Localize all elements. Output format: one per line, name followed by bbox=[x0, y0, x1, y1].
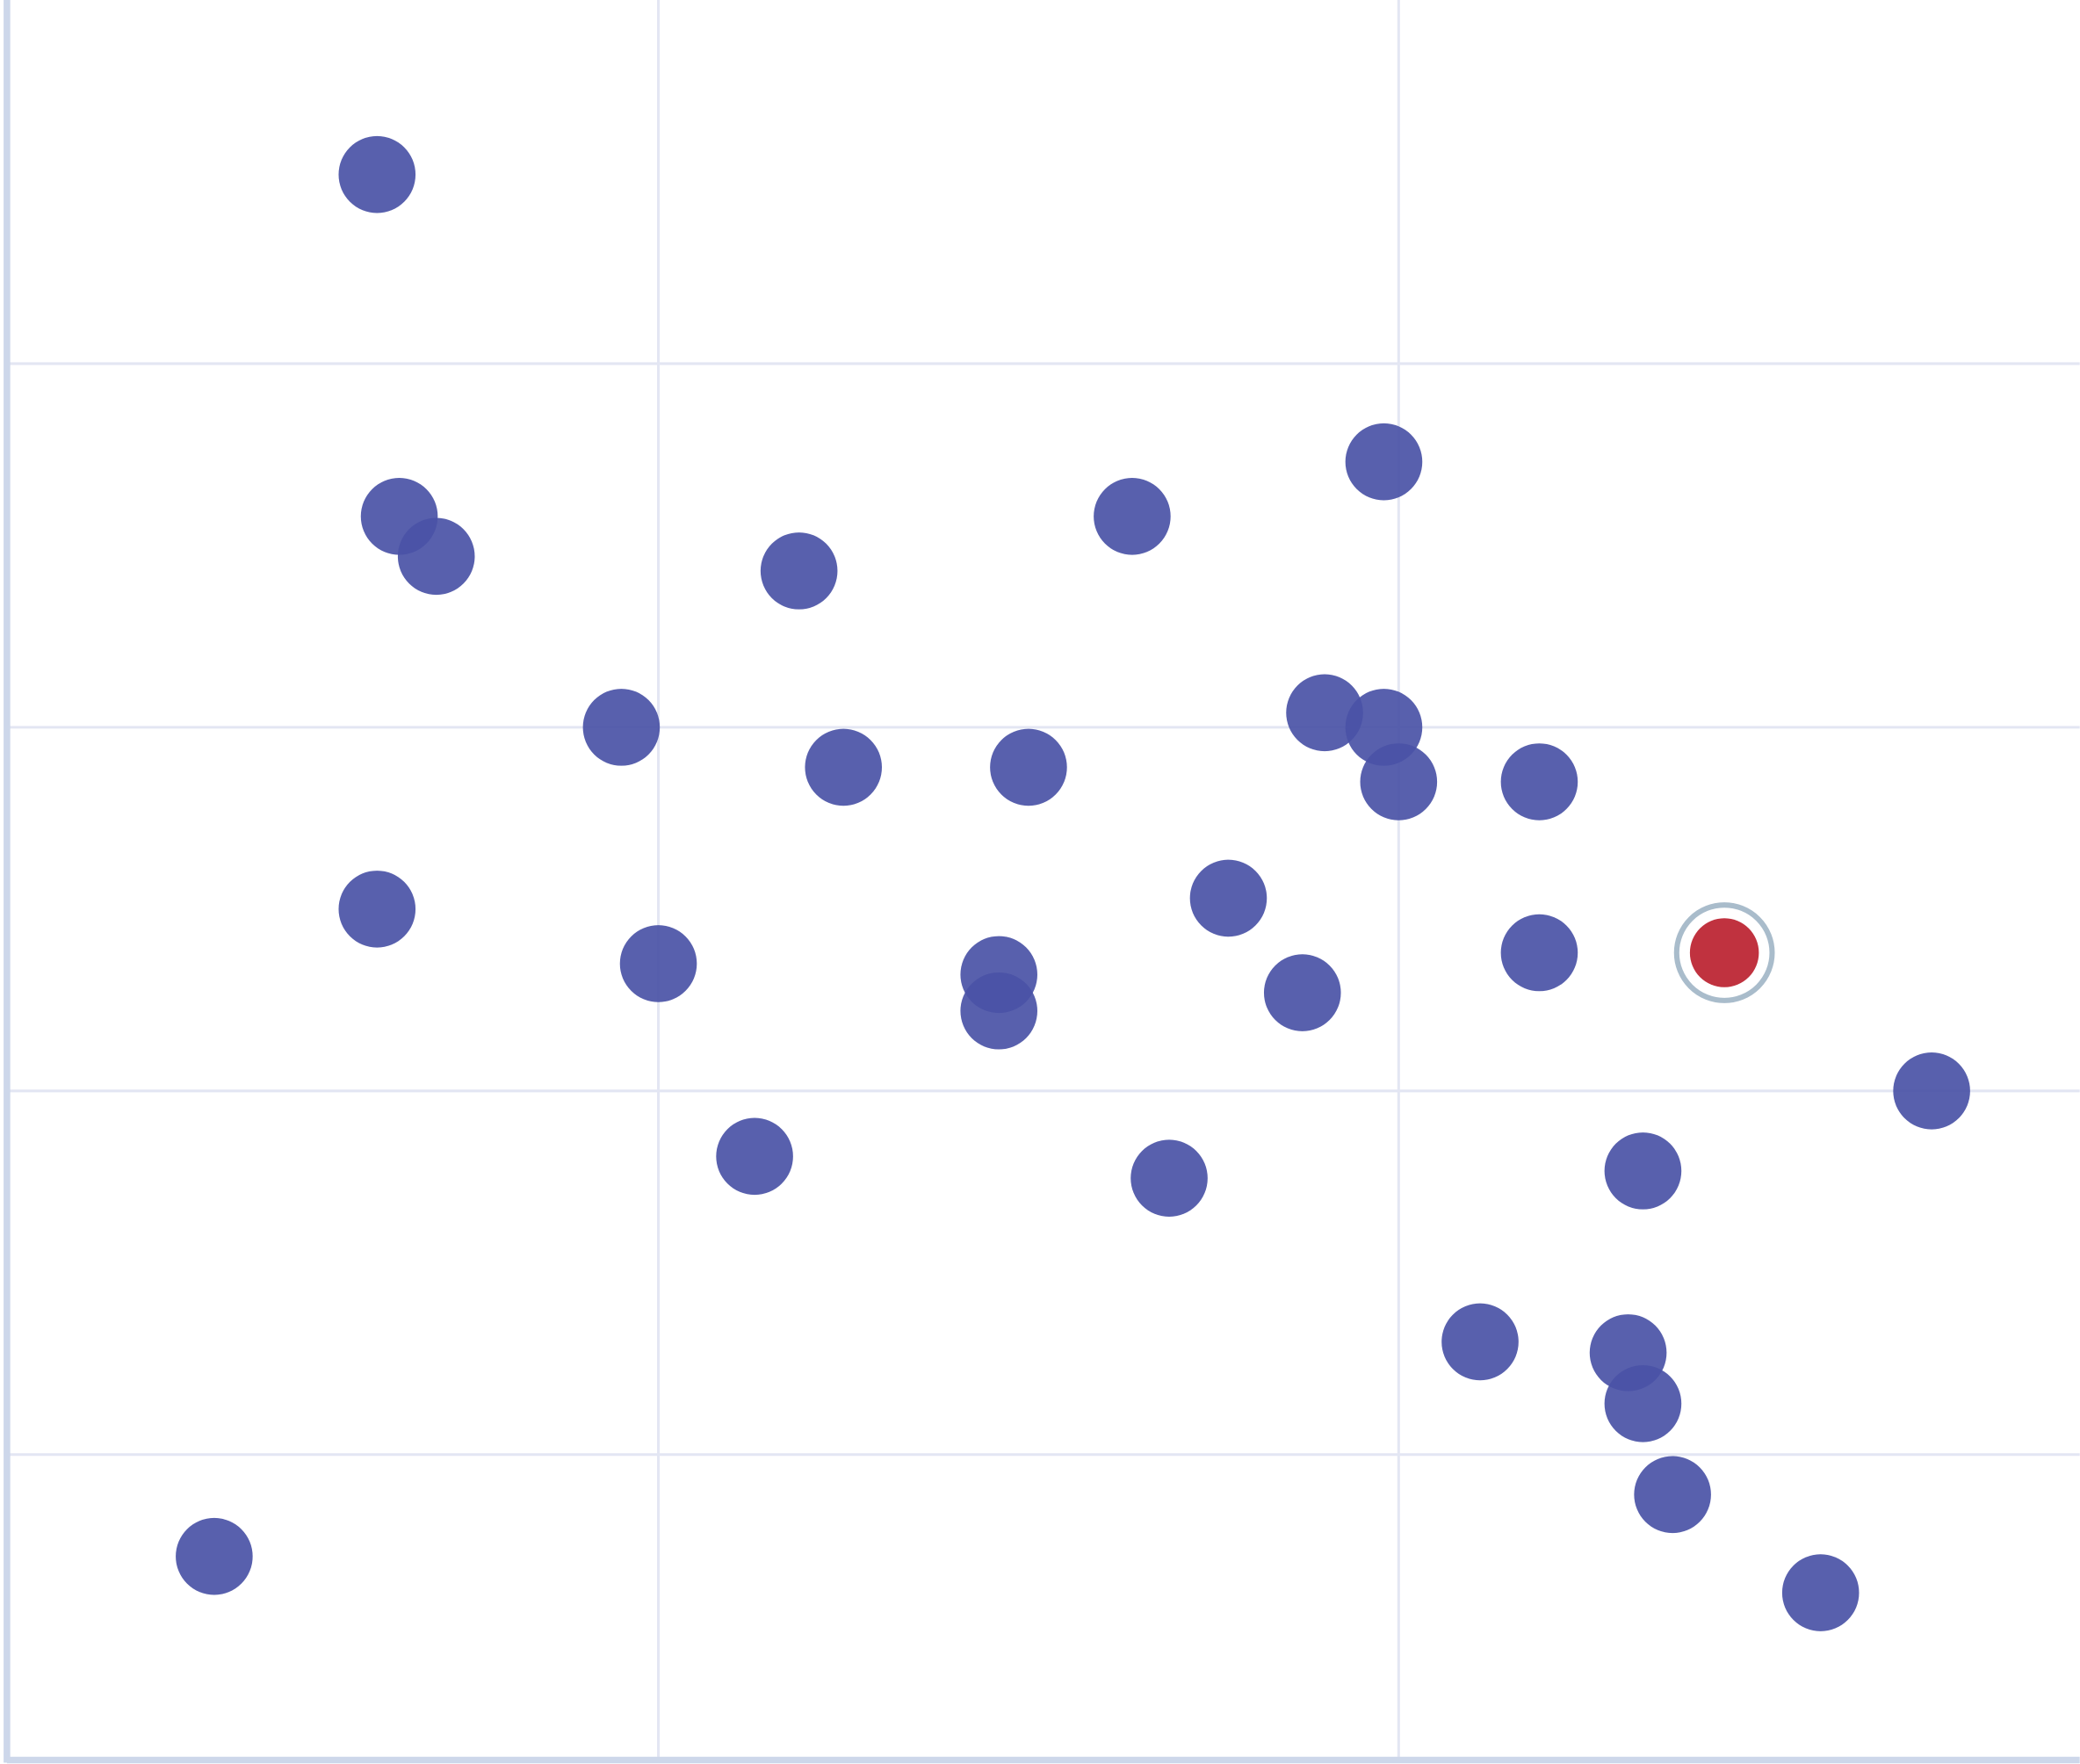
data-point bbox=[1441, 1303, 1519, 1381]
data-point bbox=[1781, 1554, 1860, 1631]
highlighted-data-point bbox=[1689, 918, 1759, 987]
data-point bbox=[760, 532, 838, 610]
data-point bbox=[338, 871, 416, 948]
data-point bbox=[1604, 1365, 1682, 1442]
data-point bbox=[1500, 914, 1578, 992]
data-point bbox=[1360, 743, 1438, 821]
data-point bbox=[397, 517, 475, 596]
data-point bbox=[582, 689, 661, 766]
data-point bbox=[805, 728, 883, 806]
data-point bbox=[716, 1117, 793, 1196]
data-point bbox=[1604, 1132, 1682, 1210]
data-point bbox=[1130, 1139, 1208, 1217]
grid bbox=[6, 0, 2080, 1760]
data-point bbox=[1094, 478, 1171, 555]
data-point bbox=[1286, 674, 1363, 752]
data-point bbox=[1189, 859, 1268, 937]
points bbox=[176, 135, 1970, 1631]
data-point bbox=[990, 728, 1067, 806]
data-point bbox=[176, 1517, 253, 1595]
data-point bbox=[1500, 743, 1578, 821]
data-point bbox=[338, 135, 416, 213]
data-point bbox=[1263, 954, 1341, 1031]
data-point bbox=[619, 925, 697, 1002]
axes bbox=[4, 0, 2080, 1764]
data-point bbox=[1345, 423, 1423, 501]
data-point bbox=[1893, 1052, 1970, 1130]
data-point bbox=[1634, 1456, 1711, 1534]
data-point bbox=[960, 972, 1037, 1050]
